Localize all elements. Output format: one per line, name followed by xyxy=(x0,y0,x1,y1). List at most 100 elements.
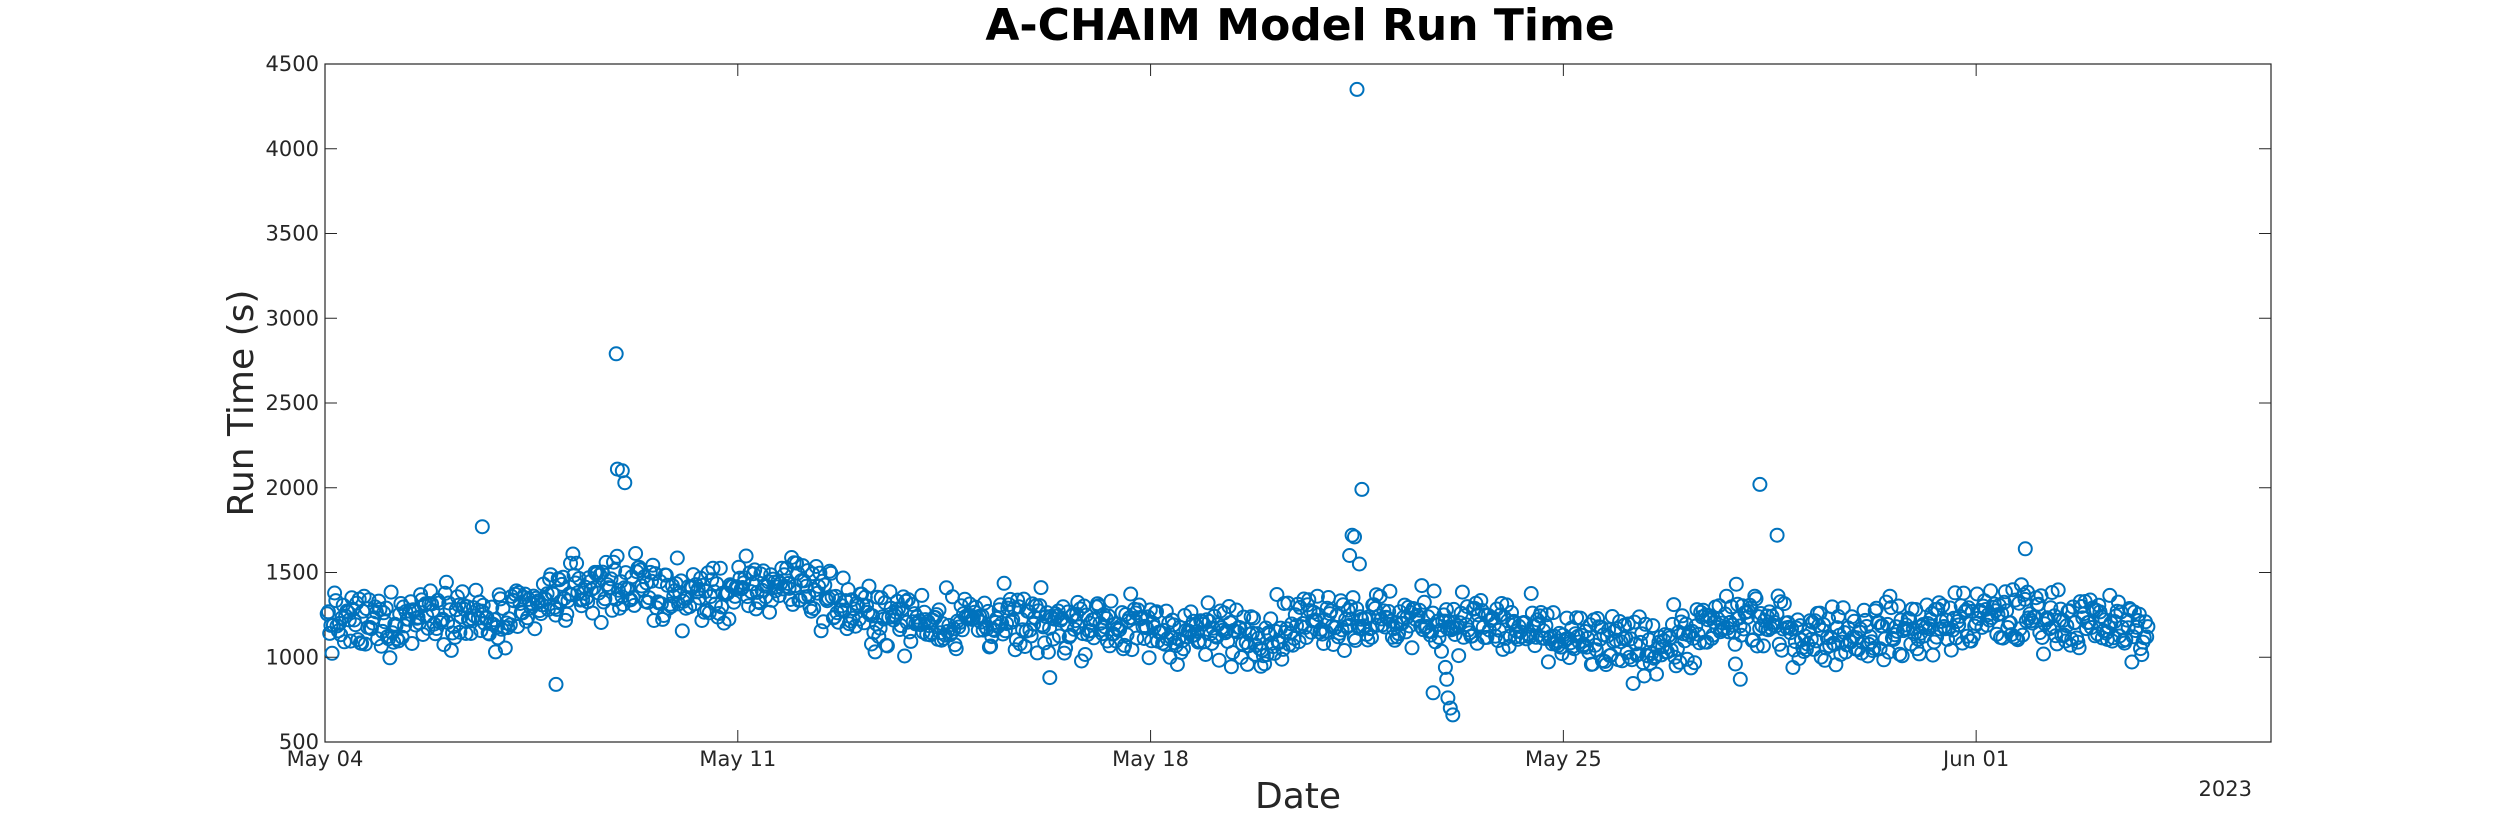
data-point xyxy=(813,623,829,639)
data-point xyxy=(904,597,920,612)
data-point xyxy=(1391,626,1406,642)
data-point xyxy=(474,519,490,535)
data-point xyxy=(1881,644,1897,660)
data-point xyxy=(1645,618,1661,634)
data-point xyxy=(721,611,737,627)
data-point xyxy=(1404,640,1420,656)
data-point xyxy=(527,621,543,637)
data-point xyxy=(1029,645,1045,661)
data-point xyxy=(2071,640,2087,656)
data-point xyxy=(1829,620,1845,636)
data-point xyxy=(1626,614,1642,630)
data-point xyxy=(1010,592,1026,608)
data-point xyxy=(1951,617,1967,633)
data-point xyxy=(2010,632,2026,648)
data-point xyxy=(990,619,1006,634)
data-point xyxy=(442,602,458,618)
data-point xyxy=(1269,587,1285,602)
y-axis-label: Run Time (s) xyxy=(221,290,262,517)
data-point xyxy=(977,595,992,611)
data-point xyxy=(533,606,549,622)
data-point xyxy=(515,605,530,621)
data-point xyxy=(1314,626,1330,642)
data-point xyxy=(1183,604,1199,620)
data-point xyxy=(848,618,863,634)
data-point xyxy=(1728,576,1744,592)
data-point xyxy=(1005,612,1021,628)
data-point xyxy=(931,602,947,618)
data-point xyxy=(1439,671,1455,687)
data-point xyxy=(1200,595,1216,611)
x-axis-label: Date xyxy=(1255,776,1341,817)
data-point xyxy=(1646,650,1662,666)
data-point xyxy=(1253,658,1269,674)
data-point xyxy=(1431,629,1447,645)
data-point xyxy=(1776,596,1792,612)
x-tick-label: May 25 xyxy=(1525,747,1602,771)
y-tick-label: 1500 xyxy=(266,561,319,585)
data-point xyxy=(1679,651,1695,667)
data-point xyxy=(764,592,780,608)
x-axis-year-label: 2023 xyxy=(2199,777,2252,801)
data-point xyxy=(393,596,409,611)
data-point xyxy=(685,567,701,583)
data-point xyxy=(1539,607,1555,623)
data-point xyxy=(1957,604,1973,620)
data-point xyxy=(1291,634,1307,650)
data-point xyxy=(726,594,742,610)
data-point xyxy=(593,615,609,630)
data-point xyxy=(1198,647,1214,662)
data-point xyxy=(500,620,516,636)
data-point xyxy=(897,648,913,664)
data-point xyxy=(1749,638,1765,654)
y-tick-label: 2000 xyxy=(266,476,319,500)
data-point xyxy=(1929,629,1945,645)
data-point xyxy=(867,644,883,660)
data-point xyxy=(1755,638,1771,654)
data-point xyxy=(583,582,599,598)
data-point xyxy=(1454,584,1470,600)
data-point xyxy=(1540,654,1556,670)
data-point xyxy=(443,642,459,658)
data-point xyxy=(1292,599,1308,615)
data-point xyxy=(1996,594,2012,610)
data-point xyxy=(1257,656,1273,672)
data-point xyxy=(1351,556,1367,572)
data-point xyxy=(1727,656,1743,672)
data-point xyxy=(608,346,624,362)
data-point xyxy=(1668,658,1684,674)
data-point xyxy=(1871,615,1887,631)
data-point xyxy=(350,632,366,648)
data-point xyxy=(628,546,644,561)
data-point xyxy=(327,585,343,601)
data-point xyxy=(1141,650,1157,666)
data-point xyxy=(1921,621,1937,637)
data-point xyxy=(696,604,712,620)
data-point xyxy=(743,584,759,600)
data-point xyxy=(586,580,602,596)
data-point xyxy=(501,611,517,627)
data-point xyxy=(598,554,614,570)
y-tick-label: 3500 xyxy=(266,222,319,246)
data-point xyxy=(368,604,384,620)
y-tick-label: 1000 xyxy=(266,645,319,669)
data-point xyxy=(2017,591,2033,607)
data-point xyxy=(669,550,685,566)
data-point xyxy=(1666,597,1682,613)
data-point xyxy=(806,601,822,617)
data-point xyxy=(1835,600,1851,616)
data-point xyxy=(1341,617,1357,633)
data-point xyxy=(1769,527,1785,543)
data-point xyxy=(2015,627,2031,643)
data-point xyxy=(871,629,887,644)
data-point xyxy=(2036,646,2051,662)
data-point xyxy=(1086,630,1102,646)
data-point xyxy=(741,598,757,614)
data-point xyxy=(502,617,518,633)
data-point xyxy=(1414,578,1430,594)
data-point xyxy=(488,644,503,660)
data-point xyxy=(2017,541,2033,557)
data-point xyxy=(1035,619,1051,635)
data-point xyxy=(1752,476,1768,492)
x-axis: May 04 May 11 May 18 May 25 Jun 01 xyxy=(287,64,2009,771)
